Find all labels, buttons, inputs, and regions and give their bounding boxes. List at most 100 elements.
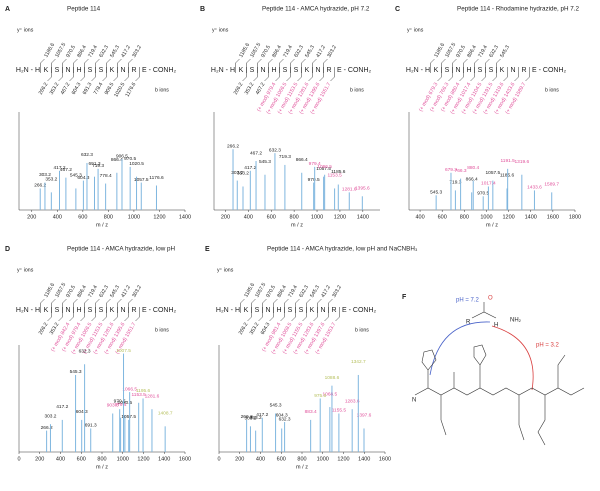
ion-series-label: y⁺ ions [212,27,229,33]
peak-label: 1395.6 [355,186,370,192]
residue: S [99,67,104,74]
peak-label: 266.2 [41,425,53,431]
x-tick-label: 800 [97,456,106,462]
b-ion-bracket [448,67,453,82]
x-tick-label: 1000 [117,456,129,462]
ion-series-label: y⁺ ions [17,27,34,33]
panel-letter: D [5,246,10,253]
x-tick-label: 600 [438,214,447,220]
peak-label: 1020.5 [129,161,144,167]
note: pH = 3.2 [536,343,560,349]
peak-label: 417.2 [244,165,256,171]
peak-label: 1057.5 [485,170,500,176]
b-ion-label: 353.2 [249,322,261,336]
b-ion-label: 604.3 [71,82,83,96]
x-tick-label: 800 [460,214,469,220]
residue: E - CONH₂ [342,307,377,314]
residue: S [478,67,483,74]
b-ion-bracket [58,67,63,82]
residue: K [244,307,249,314]
b-ion-label: 604.3 [260,322,272,336]
peak-label: 545.3 [430,190,442,196]
y-ion-label: 545.3 [109,44,121,58]
residue: R [521,67,526,74]
y-ion-label: 632.3 [298,284,310,298]
peak-label: 1185.6 [331,169,346,175]
b-ion-bracket [47,307,52,322]
b-ion-bracket [319,67,324,82]
b-ion-label: 906.5 [104,82,116,96]
peak-label: 679.3 [445,167,457,173]
peak-label: 632.3 [81,152,93,158]
peak-label: 266.2 [34,183,46,189]
b-ion-label: 353.2 [49,82,61,96]
x-tick-label: 400 [244,214,253,220]
peak-label: 417.2 [56,404,68,410]
y-ion-label: 545.3 [304,44,316,58]
b-ion-bracket [330,67,335,82]
residue: R [131,307,136,314]
residue: N [455,67,460,74]
b-ion-bracket [47,67,52,82]
peak-label: 604.3 [276,413,288,419]
x-axis-label: m / z [96,222,108,228]
peak-label: 719.3 [92,163,104,169]
peak-label: 1017.4 [481,181,496,187]
arrow-blue [429,321,491,376]
panel-title: Peptide 114 - Rhodamine hydrazide, pH 7.… [457,6,580,13]
x-tick-label: 400 [415,214,424,220]
x-axis-label: m / z [291,222,303,228]
peak-label: 903.3 [107,403,119,409]
peak-label: 467.2 [250,150,262,156]
x-tick-label: 200 [35,456,44,462]
b-ion-label: 1176.6 [124,82,137,99]
residue: R [331,307,336,314]
peak-label: 1020.5 [118,400,133,406]
x-tick-label: 1200 [137,456,149,462]
y-ion-label: 303.2 [131,44,143,58]
b-ion-bracket [324,307,329,322]
ion-series-label: b ions [545,87,559,93]
residue: H [271,67,276,74]
y-ion-label: 866.4 [466,44,478,58]
x-tick-label: 1000 [128,214,140,220]
x-tick-label: 400 [53,214,62,220]
b-ion-label: 266.2 [238,322,250,336]
peak-label: 1066.5 [122,386,137,392]
x-tick-label: 800 [104,214,113,220]
y-ion-label: 719.4 [87,284,99,298]
b-ion-bracket [514,67,519,82]
y-ion-bracket [430,58,435,73]
ion-series-label: y⁺ ions [217,267,234,273]
residue: H₂N - H [16,307,40,314]
residue: K [305,67,310,74]
peak-label: 1068.5 [323,391,338,397]
b-ion-bracket [313,307,318,322]
peak-label: 1176.6 [149,175,164,181]
panel-letter: B [200,6,205,13]
b-ion-bracket [291,307,296,322]
x-tick-label: 0 [217,456,220,462]
peak-label: 1057.5 [316,166,331,172]
peak-label: 719.3 [449,180,461,186]
peak-label: 778.4 [100,173,112,179]
y-ion-label: 417.2 [320,284,332,298]
b-ion-bracket [91,307,96,322]
ion-series-label: b ions [350,87,364,93]
y-ion-bracket [40,298,45,313]
x-tick-label: 1400 [158,456,170,462]
peak-label: 1433.6 [527,185,542,191]
x-tick-label: 600 [77,456,86,462]
peak-label: 1281.6 [342,187,357,193]
atom: N [412,398,416,404]
peak-label: 266.2 [241,414,253,420]
y-ion-bracket [240,298,245,313]
residue: N [320,307,325,314]
peak-label: 1281.6 [145,393,160,399]
peak-label: 632.3 [279,416,291,422]
peak-label: 1153.5 [327,173,342,179]
residue: S [489,67,494,74]
x-tick-label: 1400 [357,214,369,220]
peak-label: 303.2 [44,413,56,419]
x-tick-label: 1000 [317,456,329,462]
